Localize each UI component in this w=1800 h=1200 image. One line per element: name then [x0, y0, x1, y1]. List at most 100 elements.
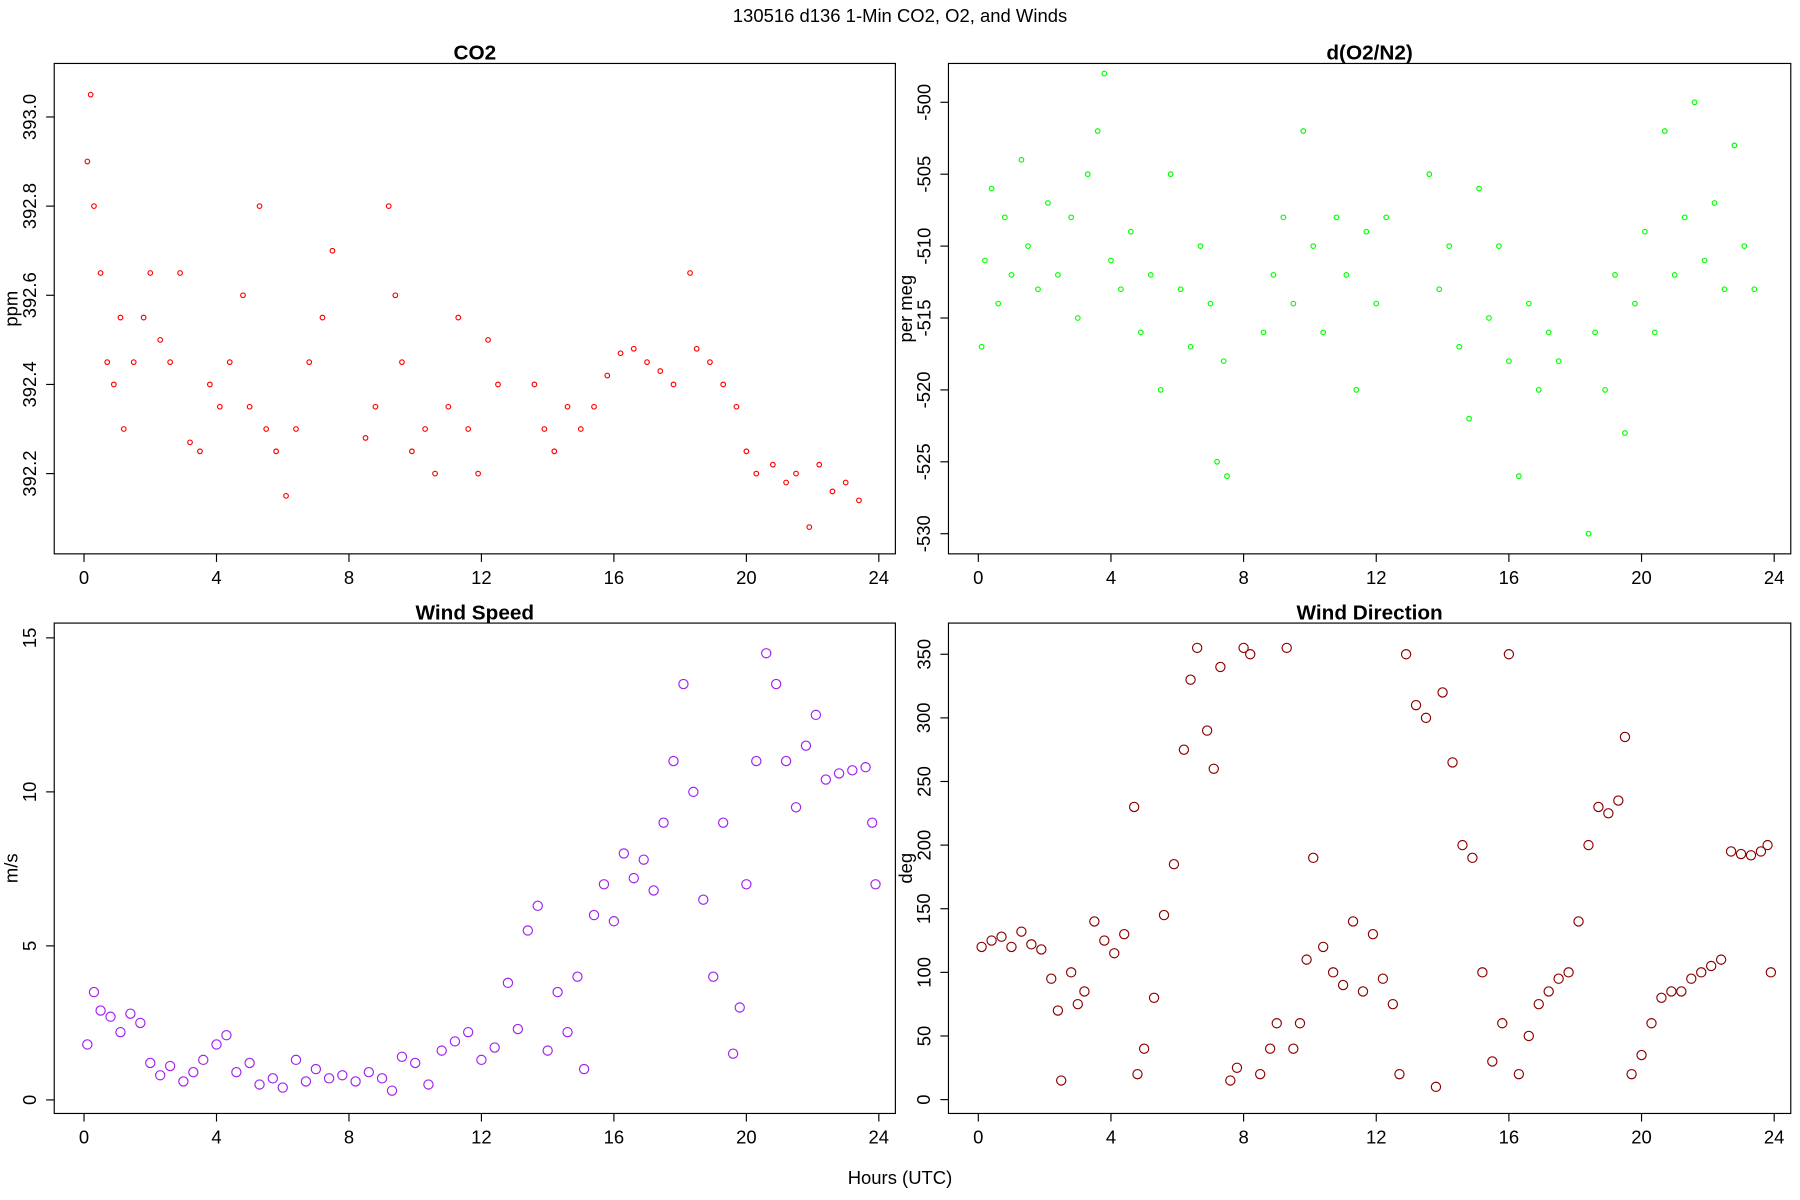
- data-point: [810, 709, 822, 721]
- data-point: [1735, 848, 1747, 860]
- data-point: [1025, 243, 1031, 249]
- y-tick-label: -515: [913, 300, 934, 337]
- x-tick-label: 4: [211, 567, 221, 588]
- data-point: [1300, 128, 1307, 134]
- data-point: [996, 931, 1007, 942]
- data-point: [462, 1026, 474, 1038]
- data-point: [1394, 1068, 1405, 1080]
- data-point: [256, 203, 263, 210]
- data-point: [751, 755, 762, 767]
- data-point: [1333, 214, 1340, 221]
- data-point: [1497, 1018, 1508, 1029]
- data-point: [445, 403, 452, 410]
- data-point: [449, 1036, 461, 1047]
- x-tick-label: 16: [1499, 567, 1520, 588]
- x-tick-label: 24: [1764, 567, 1785, 588]
- data-point: [231, 1066, 242, 1078]
- data-point: [1755, 846, 1767, 857]
- data-point: [197, 448, 203, 455]
- data-point: [630, 345, 637, 352]
- data-point: [423, 1079, 434, 1090]
- data-point: [1035, 286, 1041, 293]
- data-point: [145, 1057, 156, 1069]
- data-point: [753, 470, 760, 477]
- data-point: [727, 1048, 739, 1059]
- data-point: [1008, 271, 1015, 278]
- data-point: [707, 359, 713, 366]
- data-point: [806, 524, 813, 530]
- y-tick-label: 393.0: [19, 94, 40, 140]
- data-point: [1201, 725, 1213, 736]
- data-point: [1745, 850, 1757, 861]
- data-point: [1603, 808, 1614, 819]
- data-point: [1353, 387, 1360, 393]
- x-tick-label: 16: [604, 1127, 625, 1148]
- data-point: [1420, 712, 1432, 724]
- data-point: [147, 270, 154, 276]
- data-point: [1074, 315, 1081, 321]
- data-point: [1290, 300, 1297, 307]
- y-tick-label: -500: [913, 84, 934, 121]
- y-tick-label: 200: [913, 830, 934, 861]
- data-point: [306, 359, 313, 366]
- data-point: [1337, 979, 1349, 991]
- data-point: [1138, 1043, 1150, 1054]
- data-point: [216, 403, 223, 410]
- data-point: [1128, 801, 1140, 813]
- data-point: [221, 1030, 232, 1041]
- data-point: [687, 270, 693, 276]
- data-point: [1158, 909, 1170, 921]
- data-point: [1137, 329, 1144, 336]
- data-point: [842, 479, 849, 486]
- data-point: [1148, 992, 1160, 1003]
- data-point: [1301, 954, 1312, 965]
- data-point: [1056, 1075, 1067, 1086]
- data-point: [1373, 300, 1380, 307]
- data-point: [1320, 329, 1327, 336]
- data-point: [502, 977, 514, 989]
- data-point: [1119, 928, 1130, 940]
- data-point: [1762, 839, 1773, 851]
- data-point: [628, 872, 639, 884]
- y-tick-label: 350: [913, 639, 934, 670]
- panel-title: d(O2/N2): [1326, 42, 1412, 65]
- y-tick-label: -505: [913, 156, 934, 193]
- x-tick-label: 24: [869, 1127, 890, 1148]
- data-point: [1515, 473, 1522, 480]
- data-point: [263, 426, 270, 432]
- y-tick-label: 5: [19, 941, 40, 951]
- x-tick-label: 4: [1106, 567, 1116, 588]
- plot-frame: [53, 62, 896, 555]
- data-point: [95, 1005, 106, 1016]
- y-tick-label: 300: [913, 702, 934, 733]
- data-point: [564, 403, 571, 410]
- data-point: [604, 372, 611, 379]
- data-point: [485, 336, 491, 343]
- data-point: [1612, 271, 1618, 278]
- data-point: [1383, 214, 1390, 221]
- data-point: [1377, 973, 1389, 984]
- x-tick-label: 4: [1106, 1127, 1116, 1148]
- data-point: [84, 158, 91, 165]
- data-point: [350, 1076, 361, 1087]
- data-point: [206, 381, 213, 388]
- data-point: [1238, 642, 1249, 654]
- data-point: [140, 314, 147, 321]
- data-point: [1168, 859, 1180, 870]
- data-point: [1214, 458, 1220, 465]
- data-point: [489, 1042, 500, 1053]
- y-tick-label: 392.8: [19, 183, 40, 229]
- data-point: [1765, 967, 1777, 978]
- data-point: [1496, 243, 1502, 249]
- plot-frame: [947, 62, 1792, 555]
- data-point: [1178, 744, 1190, 755]
- data-point: [598, 879, 610, 890]
- data-point: [110, 381, 117, 388]
- data-point: [283, 493, 289, 499]
- data-point: [1477, 967, 1488, 978]
- x-tick-label: 20: [1631, 567, 1652, 588]
- y-axis-label: ppm: [1, 291, 22, 327]
- data-point: [532, 900, 543, 912]
- data-point: [562, 1026, 573, 1038]
- data-point: [1651, 329, 1658, 336]
